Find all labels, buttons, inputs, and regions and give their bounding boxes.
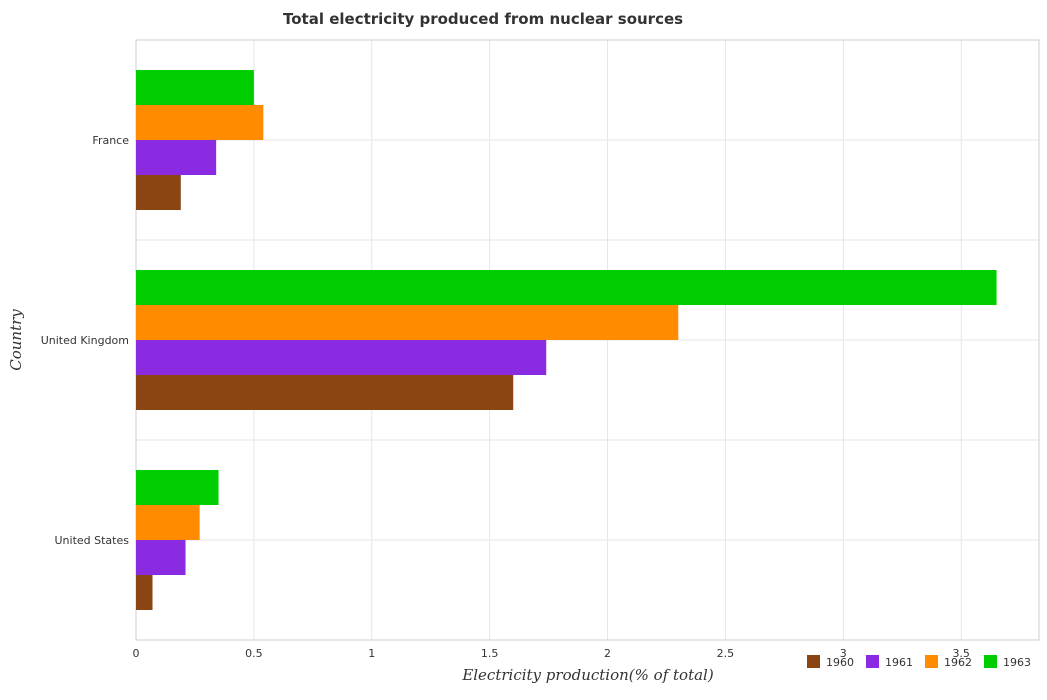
legend-swatch-1960 xyxy=(807,655,820,668)
x-axis-label: Electricity production(% of total) xyxy=(461,666,714,684)
bar-united-states-1961 xyxy=(136,540,186,575)
x-tick-label: 0.5 xyxy=(245,647,263,660)
y-axis-label: Country xyxy=(7,309,25,371)
bar-united-kingdom-1962 xyxy=(136,305,679,340)
legend-label-1960: 1960 xyxy=(826,656,854,669)
legend-label-1961: 1961 xyxy=(885,656,913,669)
legend-label-1963: 1963 xyxy=(1003,656,1031,669)
bar-france-1961 xyxy=(136,140,217,175)
x-tick-label: 2 xyxy=(604,647,611,660)
y-tick-labels: France United Kingdom United States xyxy=(41,134,130,547)
bar-france-1963 xyxy=(136,70,254,105)
bar-france-1962 xyxy=(136,105,264,140)
x-tick-label: 3 xyxy=(840,647,847,660)
x-tick-label: 2.5 xyxy=(717,647,735,660)
y-tick-label: France xyxy=(92,134,129,147)
bar-france-1960 xyxy=(136,175,181,210)
bar-united-kingdom-1960 xyxy=(136,375,514,410)
bar-united-states-1960 xyxy=(136,575,153,610)
legend-swatch-1963 xyxy=(984,655,997,668)
bar-united-kingdom-1961 xyxy=(136,340,547,375)
x-tick-labels: 0 0.5 1 1.5 2 2.5 3 3.5 xyxy=(133,647,970,660)
bar-united-states-1963 xyxy=(136,470,219,505)
legend: 1960 1961 1962 1963 xyxy=(807,655,1031,669)
x-tick-label: 0 xyxy=(133,647,140,660)
legend-label-1962: 1962 xyxy=(944,656,972,669)
bar-united-kingdom-1963 xyxy=(136,270,997,305)
bars xyxy=(136,70,997,610)
x-tick-label: 3.5 xyxy=(952,647,970,660)
chart-title: Total electricity produced from nuclear … xyxy=(283,10,683,28)
x-tick-label: 1.5 xyxy=(481,647,499,660)
legend-swatch-1962 xyxy=(925,655,938,668)
y-tick-label: United Kingdom xyxy=(41,334,129,347)
bar-united-states-1962 xyxy=(136,505,200,540)
y-tick-label: United States xyxy=(55,534,130,547)
legend-swatch-1961 xyxy=(866,655,879,668)
x-tick-label: 1 xyxy=(368,647,375,660)
